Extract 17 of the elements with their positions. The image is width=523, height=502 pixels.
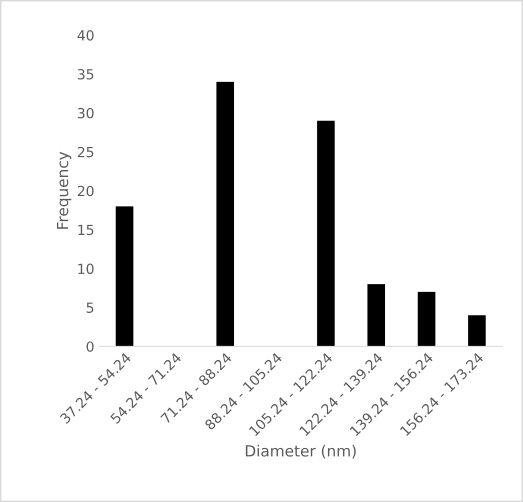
bar [468,315,486,346]
y-tick-label: 20 [78,186,94,196]
y-tick-label: 35 [78,69,94,80]
bar [317,120,335,346]
y-axis-title: Frequency [56,152,72,229]
x-axis-title: Diameter (nm) [246,444,356,458]
y-tick-label: 30 [78,108,94,118]
bar [418,292,436,346]
y-tick-label: 25 [78,146,94,158]
bar [216,82,234,346]
y-tick-label: 0 [86,341,94,352]
y-tick-label: 10 [78,264,94,274]
bar [367,284,386,346]
bar [116,206,134,346]
y-tick-label: 40 [78,30,94,41]
y-tick-label: 15 [78,224,94,236]
y-tick-label: 5 [86,302,94,313]
